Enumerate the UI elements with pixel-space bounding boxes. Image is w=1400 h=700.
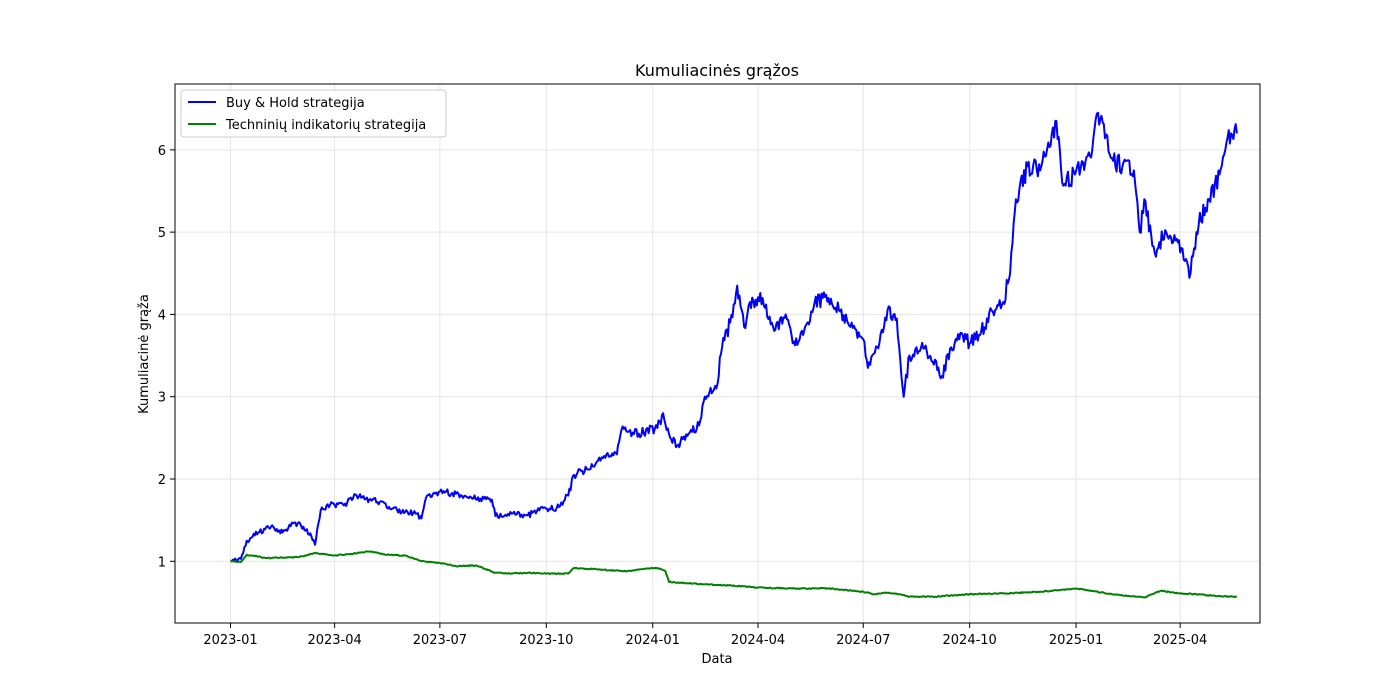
x-tick-label: 2024-07 [836,633,890,648]
x-tick-label: 2023-04 [307,633,361,648]
plot-area-frame [174,83,1261,624]
series-line-technical [230,550,1237,599]
x-tick-label: 2024-10 [943,633,997,648]
y-axis-label: Kumuliacinė grąža [137,294,152,414]
y-tick-label: 4 [158,308,166,323]
y-tick-label: 6 [158,144,166,159]
x-tick-label: 2024-04 [731,633,785,648]
y-tick-label: 1 [158,555,166,570]
chart-title: Kumuliacinės grąžos [635,61,799,80]
x-tick-label: 2023-10 [519,633,573,648]
x-tick-label: 2024-01 [626,633,680,648]
x-axis-ticks: 2023-01 2023-04 2023-07 2023-10 2024-01 2024-… [203,623,1207,648]
y-tick-label: 2 [158,473,166,488]
x-tick-label: 2023-07 [413,633,467,648]
x-tick-label: 2025-04 [1153,633,1207,648]
y-axis-ticks: 1 2 3 4 5 6 [158,144,175,570]
x-axis-label: Data [701,652,732,667]
legend-label-buy-hold: Buy & Hold strategija [226,96,365,111]
legend: Buy & Hold strategija Techninių indikato… [180,89,447,138]
legend-label-technical: Techninių indikatorių strategija [225,118,426,133]
y-tick-label: 5 [158,226,166,241]
legend-box [180,89,447,138]
x-tick-label: 2023-01 [203,633,257,648]
y-tick-label: 3 [158,391,166,406]
series-line-buy-hold [230,111,1238,563]
x-tick-label: 2025-01 [1049,633,1103,648]
series-layer [230,111,1238,599]
